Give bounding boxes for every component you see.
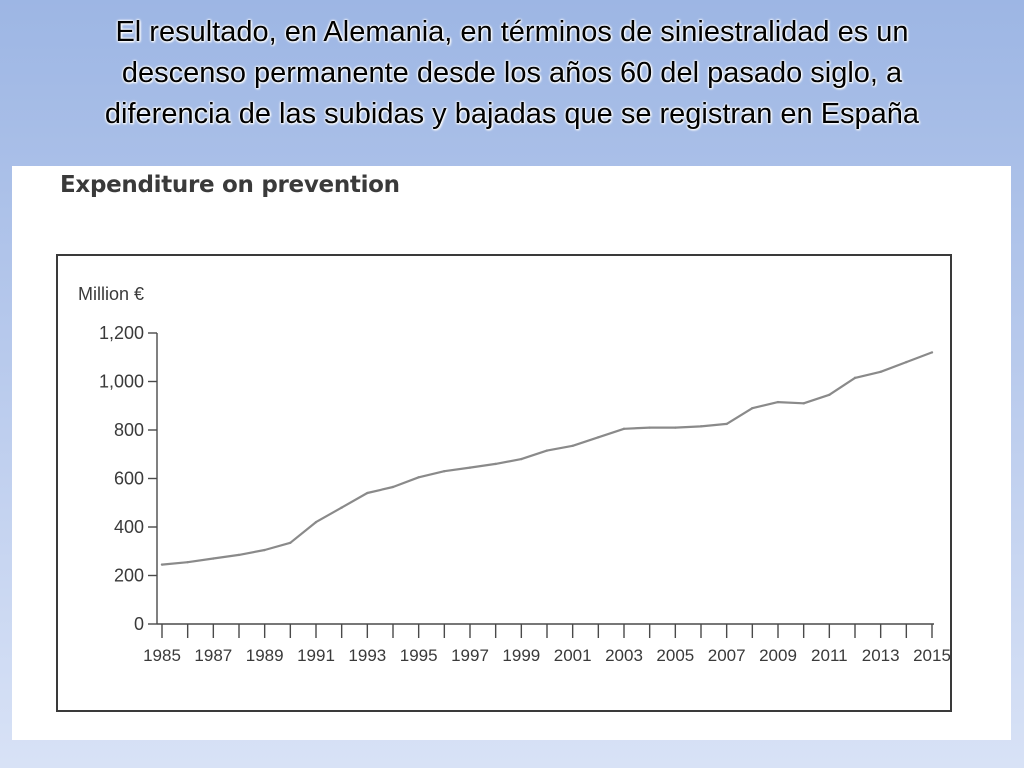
x-tick-label: 1997 xyxy=(451,646,489,665)
y-tick-label: 1,200 xyxy=(99,323,144,343)
data-point xyxy=(340,506,343,509)
y-tick-label: 0 xyxy=(134,614,144,634)
data-point xyxy=(391,485,395,489)
y-tick-label: 1,000 xyxy=(99,372,144,392)
line-chart: Million € 0 200 400 600 800 1,000 1,200 1985 1987… xyxy=(78,284,951,665)
y-axis-title: Million € xyxy=(78,284,144,304)
figure-heading: Expenditure on prevention xyxy=(60,172,400,198)
x-tick-label: 1995 xyxy=(400,646,438,665)
y-tick-label: 200 xyxy=(114,566,144,586)
x-tick-label: 2001 xyxy=(554,646,592,665)
x-tick-label: 2007 xyxy=(708,646,746,665)
data-point xyxy=(725,422,728,426)
data-point xyxy=(905,360,908,364)
x-tick-label: 2013 xyxy=(862,646,900,665)
figure-panel: Expenditure on prevention Million € 0 200 4… xyxy=(12,166,1011,740)
data-point xyxy=(366,491,369,495)
slide-title-line-1: El resultado, en Alemania, en términos d… xyxy=(115,16,909,48)
slide-title: El resultado, en Alemania, en términos d… xyxy=(20,12,1004,135)
x-tick-label: 1999 xyxy=(502,646,540,665)
data-point xyxy=(597,436,600,439)
slide-title-line-3: diferencia de las subidas y bajadas que … xyxy=(104,98,920,130)
y-tick-label: 600 xyxy=(114,469,144,489)
data-point xyxy=(520,457,523,461)
y-tick-label: 800 xyxy=(114,420,144,440)
data-point xyxy=(930,351,934,354)
data-point xyxy=(751,406,754,410)
data-point xyxy=(879,370,882,373)
x-tick-label: 1987 xyxy=(194,646,232,665)
data-point xyxy=(289,541,292,544)
data-point xyxy=(212,557,215,560)
chart-frame xyxy=(56,254,952,712)
data-point xyxy=(648,426,651,429)
y-tick-label: 400 xyxy=(114,517,144,537)
data-point xyxy=(468,466,472,469)
data-point xyxy=(160,563,164,566)
x-tick-label: 1991 xyxy=(297,646,335,665)
data-point xyxy=(622,427,626,430)
data-point xyxy=(674,426,677,429)
data-point xyxy=(263,548,266,552)
x-tick-label: 1985 xyxy=(143,646,181,665)
x-tick-label: 2015 xyxy=(913,646,951,665)
data-point xyxy=(802,402,805,405)
series-line xyxy=(161,351,933,566)
x-tick-label: 2003 xyxy=(605,646,643,665)
data-point xyxy=(186,560,189,564)
data-point xyxy=(417,476,420,479)
data-point xyxy=(237,553,241,557)
data-point xyxy=(828,393,831,397)
x-tick-label: 2005 xyxy=(656,646,694,665)
data-point xyxy=(699,425,703,428)
x-tick-label: 2009 xyxy=(759,646,797,665)
data-point xyxy=(776,400,780,404)
x-tick-label: 2011 xyxy=(811,646,848,665)
data-point xyxy=(443,470,446,473)
x-tick-label: 1989 xyxy=(246,646,284,665)
data-point xyxy=(494,462,497,466)
x-tick-label: 1993 xyxy=(348,646,386,665)
data-point xyxy=(571,444,574,447)
data-point xyxy=(314,520,318,524)
data-point xyxy=(545,449,549,452)
slide-title-line-2: descenso permanente desde los años 60 de… xyxy=(121,57,903,89)
data-point xyxy=(853,376,857,380)
